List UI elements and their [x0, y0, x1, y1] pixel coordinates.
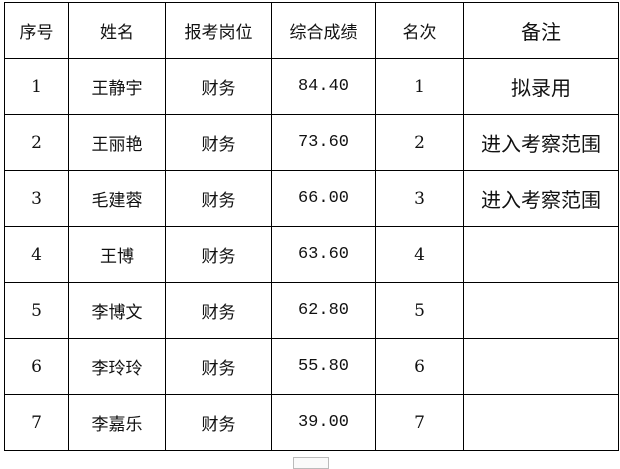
cell-position: 财务 [165, 114, 272, 171]
cell-name: 李嘉乐 [68, 394, 166, 451]
results-table: 序号 姓名 报考岗位 综合成绩 名次 备注 1 王静宇 财务 84.40 1 拟录用 2 王丽艳 财务 73.… [4, 2, 619, 451]
cell-score: 63.60 [271, 226, 376, 283]
cell-remark [463, 226, 619, 283]
cell-remark: 进入考察范围 [463, 114, 619, 171]
cell-score: 62.80 [271, 282, 376, 339]
table-row: 1 王静宇 财务 84.40 1 拟录用 [4, 58, 619, 115]
header-rank: 名次 [375, 2, 464, 59]
header-remark: 备注 [463, 2, 619, 59]
cell-name: 王静宇 [68, 58, 166, 115]
cell-position: 财务 [165, 282, 272, 339]
cell-remark [463, 282, 619, 339]
cell-name: 王博 [68, 226, 166, 283]
cell-rank: 5 [375, 282, 464, 339]
cell-score: 73.60 [271, 114, 376, 171]
cell-index: 4 [4, 226, 69, 283]
header-score: 综合成绩 [271, 2, 376, 59]
cell-index: 6 [4, 338, 69, 395]
cell-rank: 1 [375, 58, 464, 115]
cell-index: 5 [4, 282, 69, 339]
header-position: 报考岗位 [165, 2, 272, 59]
table-row: 6 李玲玲 财务 55.80 6 [4, 338, 619, 395]
table-row: 7 李嘉乐 财务 39.00 7 [4, 394, 619, 451]
cell-score: 39.00 [271, 394, 376, 451]
cell-index: 2 [4, 114, 69, 171]
table-row: 5 李博文 财务 62.80 5 [4, 282, 619, 339]
cell-remark: 进入考察范围 [463, 170, 619, 227]
cell-rank: 7 [375, 394, 464, 451]
cell-name: 毛建蓉 [68, 170, 166, 227]
cell-remark [463, 338, 619, 395]
cell-position: 财务 [165, 226, 272, 283]
cell-name: 李玲玲 [68, 338, 166, 395]
table-row: 3 毛建蓉 财务 66.00 3 进入考察范围 [4, 170, 619, 227]
cell-rank: 3 [375, 170, 464, 227]
cell-name: 王丽艳 [68, 114, 166, 171]
cell-position: 财务 [165, 394, 272, 451]
cell-name: 李博文 [68, 282, 166, 339]
cell-remark: 拟录用 [463, 58, 619, 115]
table-row: 2 王丽艳 财务 73.60 2 进入考察范围 [4, 114, 619, 171]
header-index: 序号 [4, 2, 69, 59]
cell-position: 财务 [165, 170, 272, 227]
cell-index: 1 [4, 58, 69, 115]
cell-index: 3 [4, 170, 69, 227]
cell-score: 55.80 [271, 338, 376, 395]
cell-index: 7 [4, 394, 69, 451]
cell-rank: 6 [375, 338, 464, 395]
cell-rank: 4 [375, 226, 464, 283]
header-row: 序号 姓名 报考岗位 综合成绩 名次 备注 [4, 2, 619, 59]
cell-remark [463, 394, 619, 451]
cell-score: 66.00 [271, 170, 376, 227]
cell-score: 84.40 [271, 58, 376, 115]
cell-position: 财务 [165, 58, 272, 115]
table-resize-handle[interactable] [293, 457, 329, 469]
cell-rank: 2 [375, 114, 464, 171]
header-name: 姓名 [68, 2, 166, 59]
table-row: 4 王博 财务 63.60 4 [4, 226, 619, 283]
cell-position: 财务 [165, 338, 272, 395]
